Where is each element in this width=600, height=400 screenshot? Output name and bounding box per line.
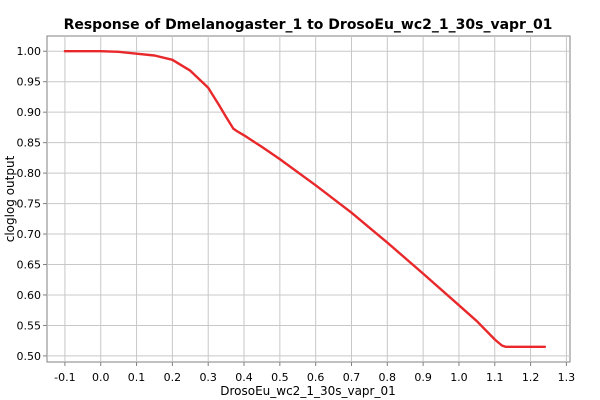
y-tick-label: 0.65 <box>17 259 42 272</box>
y-tick-label: 0.85 <box>17 137 42 150</box>
y-tick-label: 0.80 <box>17 167 42 180</box>
x-tick-label: 0.5 <box>271 371 289 384</box>
x-axis-label: DrosoEu_wc2_1_30s_vapr_01 <box>220 384 396 398</box>
plot-area <box>46 35 571 363</box>
y-axis-ticks: 0.50 0.55 0.60 0.65 0.70 0.75 0.80 0.85 0.90 0.95… <box>17 45 47 363</box>
y-tick-label: 0.60 <box>17 289 42 302</box>
x-tick-label: 0.6 <box>307 371 325 384</box>
x-tick-label: 0.4 <box>235 371 253 384</box>
y-tick-label: 0.95 <box>17 76 42 89</box>
x-tick-label: -0.1 <box>54 371 75 384</box>
y-tick-label: 0.90 <box>17 106 42 119</box>
x-tick-label: 1.2 <box>522 371 540 384</box>
x-axis-ticks: -0.1 0.0 0.1 0.2 0.3 0.4 0.5 0.6 0.7 0.8 0.9 1.0 1.1… <box>54 362 575 384</box>
chart-title: Response of Dmelanogaster_1 to DrosoEu_w… <box>64 17 553 33</box>
x-tick-label: 1.0 <box>450 371 468 384</box>
y-tick-label: 0.55 <box>17 319 42 332</box>
y-axis-label: cloglog output <box>3 155 17 242</box>
x-tick-label: 0.8 <box>379 371 397 384</box>
y-tick-label: 0.75 <box>17 198 42 211</box>
x-tick-label: 0.9 <box>414 371 432 384</box>
y-tick-label: 1.00 <box>17 45 42 58</box>
x-tick-label: 1.1 <box>486 371 504 384</box>
x-tick-label: 0.3 <box>199 371 217 384</box>
x-tick-label: 0.7 <box>343 371 361 384</box>
y-tick-label: 0.50 <box>17 350 42 363</box>
x-tick-label: 0.0 <box>92 371 110 384</box>
series-line <box>63 50 547 348</box>
series-layer <box>63 50 547 348</box>
y-tick-label: 0.70 <box>17 228 42 241</box>
grid <box>47 36 570 362</box>
x-tick-label: 0.1 <box>128 371 146 384</box>
x-tick-label: 0.2 <box>164 371 182 384</box>
x-tick-label: 1.3 <box>558 371 576 384</box>
